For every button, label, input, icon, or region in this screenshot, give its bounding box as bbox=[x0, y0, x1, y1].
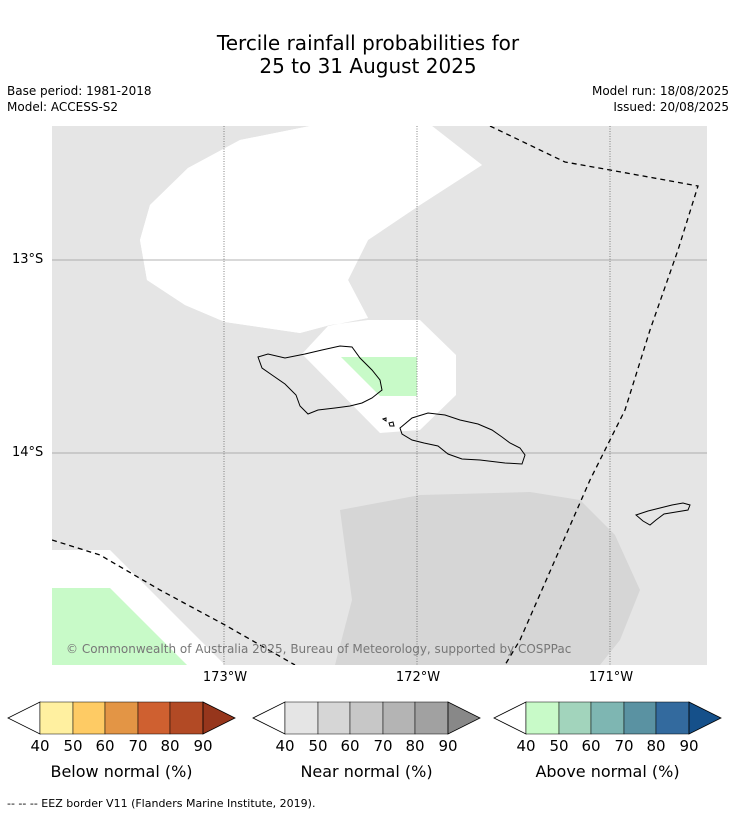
model-run: Model run: 18/08/2025 bbox=[591, 84, 729, 98]
cb1-tick: 40 bbox=[30, 737, 49, 755]
cb1-tick: 50 bbox=[63, 737, 82, 755]
eez-border bbox=[489, 126, 699, 665]
eez-footnote: -- -- -- EEZ border V11 (Flanders Marine… bbox=[7, 797, 316, 810]
near-normal-label: Near normal (%) bbox=[300, 762, 433, 781]
above-normal-label: Above normal (%) bbox=[535, 762, 680, 781]
cb3-tick: 50 bbox=[549, 737, 568, 755]
tutuila-island bbox=[635, 502, 691, 526]
colorbar-below-normal: 40 50 60 70 80 90 bbox=[7, 701, 236, 755]
base-period: Base period: 1981-2018 bbox=[7, 84, 152, 98]
manono-island bbox=[388, 421, 395, 427]
copyright-text: © Commonwealth of Australia 2025, Bureau… bbox=[66, 642, 571, 656]
savaii-island bbox=[257, 345, 383, 415]
lat-label-13s: 13°S bbox=[12, 252, 44, 267]
cb2-tick: 50 bbox=[308, 737, 327, 755]
below-normal-label: Below normal (%) bbox=[50, 762, 193, 781]
lon-label-173w: 173°W bbox=[202, 670, 248, 685]
cb1-tick: 80 bbox=[160, 737, 179, 755]
above-normal-region-sw bbox=[52, 588, 187, 665]
cb3-tick: 40 bbox=[516, 737, 535, 755]
issued-date: Issued: 20/08/2025 bbox=[613, 100, 729, 114]
colorbar-near-normal: 40 50 60 70 80 90 bbox=[252, 701, 481, 755]
near-normal-region bbox=[335, 492, 640, 665]
cb2-tick: 70 bbox=[373, 737, 392, 755]
lon-label-172w: 172°W bbox=[395, 670, 441, 685]
cb2-tick: 90 bbox=[438, 737, 457, 755]
above-normal-region bbox=[341, 357, 417, 396]
cb3-tick: 60 bbox=[581, 737, 600, 755]
map-title-line2: 25 to 31 August 2025 bbox=[259, 54, 477, 78]
eez-border-sw bbox=[52, 539, 296, 665]
cb1-tick: 90 bbox=[193, 737, 212, 755]
cb2-tick: 40 bbox=[275, 737, 294, 755]
apolima-island bbox=[381, 417, 387, 422]
map-title-line1: Tercile rainfall probabilities for bbox=[216, 31, 520, 55]
lat-label-14s: 14°S bbox=[12, 445, 44, 460]
cb1-tick: 60 bbox=[95, 737, 114, 755]
cb3-tick: 80 bbox=[646, 737, 665, 755]
colorbar-above-normal: 40 50 60 70 80 90 bbox=[493, 701, 722, 755]
upolu-island bbox=[399, 412, 526, 465]
no-dominant-region-b bbox=[52, 126, 482, 333]
cb2-tick: 60 bbox=[340, 737, 359, 755]
cb1-tick: 70 bbox=[128, 737, 147, 755]
model-name: Model: ACCESS-S2 bbox=[7, 100, 119, 114]
cb2-tick: 80 bbox=[405, 737, 424, 755]
cb3-tick: 90 bbox=[679, 737, 698, 755]
lon-label-171w: 171°W bbox=[588, 670, 634, 685]
cb3-tick: 70 bbox=[614, 737, 633, 755]
